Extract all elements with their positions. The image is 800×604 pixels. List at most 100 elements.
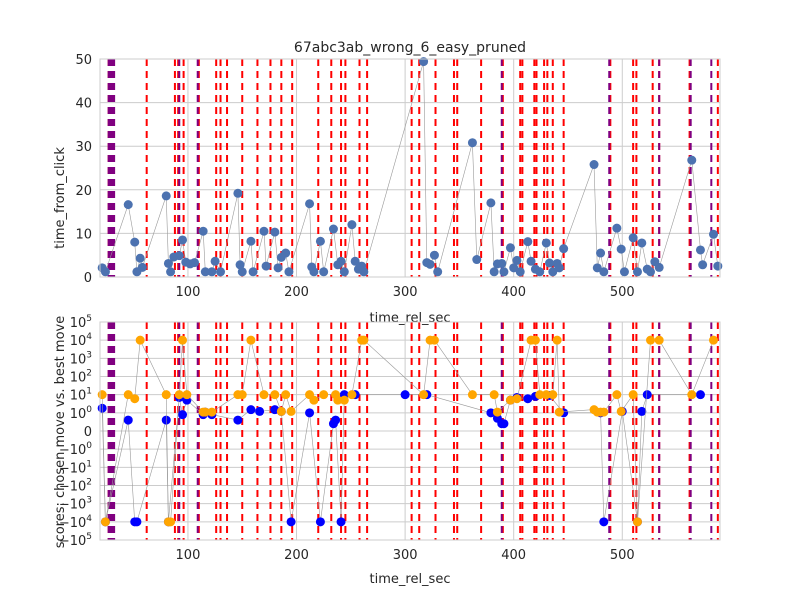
time-from-click-point (541, 238, 551, 248)
time-from-click-point (273, 263, 283, 273)
time-from-click-point (489, 267, 499, 277)
time-from-click-point (178, 235, 188, 245)
time-from-click-point (347, 220, 357, 230)
time-from-click-point (589, 160, 599, 170)
time-from-click-point (359, 267, 369, 277)
y-tick-label: −101 (59, 459, 92, 476)
time-from-click-point (499, 267, 509, 277)
best-move-score-point (530, 335, 540, 345)
best-move-score-point (161, 390, 171, 400)
best-move-score-point (135, 335, 145, 345)
best-move-score-point (100, 517, 110, 527)
time-from-click-point (545, 258, 555, 268)
time-from-click-point (284, 267, 294, 277)
time-from-click-point (687, 155, 697, 165)
time-from-click-point (713, 261, 723, 271)
best-move-score-point (123, 390, 133, 400)
time-from-click-point (189, 258, 199, 268)
x-tick-label: 300 (393, 285, 418, 300)
chosen-move-score-point (499, 419, 509, 429)
best-move-score-point (616, 406, 626, 416)
time-from-click-point (592, 263, 602, 273)
best-move-score-point (319, 390, 329, 400)
time-from-click-point (319, 267, 329, 277)
time-from-click-point (515, 267, 525, 277)
y-tick-label: 0 (84, 425, 92, 440)
chosen-move-score-point (331, 415, 341, 425)
best-move-score-point (359, 335, 369, 345)
best-move-score-point (276, 406, 286, 416)
time-from-click-point (628, 233, 638, 243)
best-move-score-point (554, 407, 564, 417)
time-from-click-point (429, 250, 439, 260)
y-tick-label: 102 (70, 369, 92, 386)
best-move-score-point (207, 407, 217, 417)
best-move-score-point (259, 390, 269, 400)
time-from-click-point (237, 267, 247, 277)
x-tick-label: 500 (610, 548, 635, 563)
best-move-score-point (654, 335, 664, 345)
time-from-click-point (100, 267, 110, 277)
time-from-click-point (548, 267, 558, 277)
time-from-click-point (163, 258, 173, 268)
y-tick-label: 101 (70, 387, 92, 404)
time-from-click-point (248, 267, 258, 277)
time-from-click-point (198, 226, 208, 236)
y-tick-label: 50 (75, 53, 92, 68)
chosen-move-score-point (599, 517, 609, 527)
time-from-click-point (637, 238, 647, 248)
best-move-score-point (200, 407, 210, 417)
time-from-click-point (135, 253, 145, 263)
best-move-score-point (281, 390, 291, 400)
x-tick-label: 400 (501, 285, 526, 300)
chosen-move-score-point (161, 415, 171, 425)
best-move-score-point (552, 335, 562, 345)
y-tick-label: −102 (59, 478, 92, 495)
time-from-click-point (339, 267, 349, 277)
y-tick-label: 30 (75, 140, 92, 155)
best-move-score-point (467, 390, 477, 400)
time-from-click-point (612, 223, 622, 233)
time-from-click-point (433, 267, 443, 277)
chosen-move-score-point (523, 394, 533, 404)
chosen-move-score-point (123, 415, 133, 425)
panel-bottom-frame (99, 321, 721, 541)
chosen-move-score-point (642, 390, 652, 400)
time-from-click-point (535, 267, 545, 277)
panel-bottom: 1051041031021011000−100−101−102−103−104−… (59, 314, 721, 563)
x-axis-label-top: time_rel_sec (370, 311, 451, 326)
time-from-click-point (305, 199, 315, 209)
x-tick-label: 500 (610, 285, 635, 300)
best-move-score-point (97, 390, 107, 400)
best-move-score-point (333, 395, 343, 405)
x-tick-label: 400 (501, 548, 526, 563)
y-tick-label: 105 (70, 314, 92, 331)
best-move-score-point (419, 390, 429, 400)
y-tick-label: 103 (70, 350, 92, 367)
best-move-score-point (130, 394, 140, 404)
time-from-click-point (698, 260, 708, 270)
y-tick-label: −104 (59, 514, 92, 531)
time-from-click-point (425, 259, 435, 269)
best-move-score-point (270, 390, 280, 400)
best-move-score-point (166, 517, 176, 527)
time-from-click-point (599, 267, 609, 277)
time-from-click-point (137, 262, 147, 272)
best-move-score-point (708, 335, 718, 345)
time-from-click-point (467, 138, 477, 148)
time-from-click-point (270, 227, 280, 237)
y-tick-label: 0 (84, 271, 92, 286)
best-move-score-point (512, 394, 522, 404)
time-from-click-point (336, 256, 346, 266)
best-move-score-point (632, 517, 642, 527)
time-from-click-point (559, 244, 569, 254)
time-from-click-point (596, 248, 606, 258)
time-from-click-point (200, 267, 210, 277)
time-from-click-point (695, 245, 705, 255)
y-axis-label-top: time_from_click (53, 147, 68, 249)
chosen-move-score-point (400, 390, 410, 400)
best-move-score-point (599, 407, 609, 417)
time-from-click-point (130, 237, 140, 247)
x-tick-label: 200 (284, 548, 309, 563)
